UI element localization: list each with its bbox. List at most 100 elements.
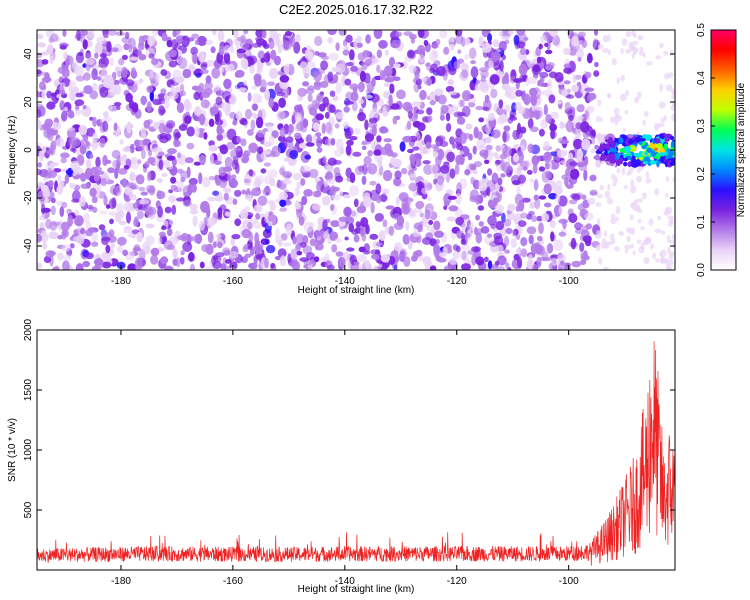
spectrogram-blob: [575, 228, 585, 234]
spectrogram-blob: [576, 115, 584, 121]
spectrogram-blob: [628, 44, 636, 50]
spectrogram-blob: [113, 84, 122, 96]
spectrogram-blob: [476, 138, 486, 148]
spectrogram-blob: [582, 39, 588, 49]
spectrogram-blob: [191, 85, 199, 91]
spectrogram-blob: [86, 30, 95, 39]
spectrogram-blob: [218, 45, 225, 56]
spectrogram-blob: [275, 227, 280, 239]
spectrogram-blob: [217, 214, 223, 220]
spectrogram-blob: [305, 252, 315, 261]
spectrogram-blob: [176, 102, 185, 114]
spectrogram-blob: [300, 178, 306, 186]
spectrogram-blob: [94, 52, 99, 59]
spectrogram-blob: [48, 231, 59, 240]
spectrogram-blob: [279, 75, 290, 83]
spectrogram-blob: [523, 36, 529, 41]
colorbar-label: Normalized spectral amplitude: [736, 82, 747, 217]
spectrogram-blob: [663, 50, 669, 56]
spectrogram-blob: [497, 255, 507, 266]
spectrogram-blob: [117, 236, 127, 246]
signal-blob: [667, 150, 674, 158]
spectrogram-blob: [395, 196, 400, 206]
spectrogram-blob: [99, 53, 107, 58]
spectrogram-blob: [90, 166, 97, 176]
spectrogram-blob: [217, 152, 222, 162]
spectrogram-blob: [107, 167, 115, 174]
snr-y-label: SNR (10 * v/v): [7, 418, 18, 482]
spectrogram-blob: [654, 258, 661, 263]
spectrogram-blob: [380, 254, 390, 263]
spectrogram-blob: [535, 244, 544, 255]
spectrogram-blob: [502, 146, 512, 157]
spectrogram-blob: [449, 168, 456, 179]
signal-blob: [644, 134, 653, 141]
spectrogram-blob: [116, 105, 121, 111]
spectrogram-blob: [308, 106, 317, 116]
signal-blob: [595, 159, 601, 168]
signal-blob: [600, 138, 604, 143]
spectrogram-blob: [460, 244, 471, 251]
spectrogram-blob: [393, 76, 401, 82]
spectrogram-blob: [106, 204, 111, 209]
spectrogram-blob: [348, 49, 355, 61]
spectrogram-blob: [244, 178, 251, 184]
spectrogram-blob: [399, 251, 408, 257]
signal-blob: [619, 157, 624, 165]
spectrogram-blob: [557, 253, 567, 263]
spectrogram-blob: [568, 48, 577, 56]
spectrogram-blob: [641, 192, 647, 200]
spectrogram-blob: [289, 149, 299, 160]
spectrogram-blob: [305, 142, 315, 147]
spectrogram-blob: [500, 158, 505, 171]
spectrogram-blob: [224, 156, 233, 169]
spectrogram-blob: [632, 40, 639, 46]
spectrogram-blob: [664, 193, 669, 198]
spectrogram-blob: [105, 244, 111, 254]
spectrogram-blob: [343, 106, 350, 113]
spectrogram-blob: [69, 182, 76, 189]
spectrogram-blob: [146, 119, 153, 125]
spectrogram-blob: [507, 203, 516, 212]
x-tick-label: -160: [223, 576, 243, 587]
spectrogram-blob: [615, 114, 623, 122]
spectrogram-blob: [623, 185, 628, 190]
spectrogram-blob: [538, 166, 546, 172]
spectrogram-blob: [209, 106, 219, 115]
spectrogram-blob: [361, 145, 367, 150]
spectrogram-blob: [166, 228, 173, 237]
spectrogram-blob: [455, 154, 464, 165]
spectrogram-blob: [166, 155, 176, 161]
spectrogram-blob: [554, 72, 564, 83]
spectrogram-blob: [250, 119, 256, 131]
spectrogram-blob: [278, 111, 289, 119]
spectrogram-blob: [302, 81, 310, 87]
spectrogram-blob: [593, 70, 600, 77]
spectrogram-blob: [469, 163, 474, 171]
spectrogram-blob: [421, 187, 430, 195]
spectrogram-blob: [263, 162, 272, 167]
spectrogram-blob: [315, 136, 323, 148]
signal-blob: [655, 143, 663, 149]
spectrogram-blob: [68, 80, 76, 89]
spectrogram-blob: [526, 259, 534, 270]
spectrogram-blob: [613, 107, 620, 115]
y-tick-label: 500: [23, 501, 34, 518]
colorbar-bar: [710, 29, 737, 271]
spectrogram-blob: [299, 117, 309, 128]
spectrogram-blob: [621, 167, 626, 176]
spectrogram-blob: [614, 246, 620, 252]
spectrogram-blob: [42, 123, 52, 130]
spectrogram-blob: [659, 83, 664, 92]
spectrogram-blob: [303, 221, 314, 233]
spectrogram-blob: [96, 36, 107, 45]
spectrogram-blob: [446, 216, 457, 222]
colorbar-tick-label: 0.0: [696, 263, 707, 277]
spectrogram-blob: [382, 170, 393, 182]
spectrogram-blob: [82, 72, 91, 81]
spectrogram-blob: [541, 212, 550, 222]
spectrogram-blob: [464, 233, 471, 238]
spectrogram-blob: [251, 85, 258, 90]
signal-blob: [619, 148, 625, 153]
spectrogram-blob: [428, 220, 434, 225]
